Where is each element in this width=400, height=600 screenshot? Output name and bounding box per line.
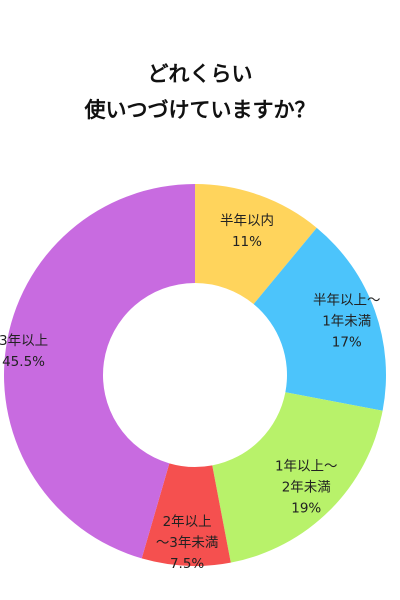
slice-label-1: 半年以内 11%: [220, 213, 274, 250]
chart-title-line-1: どれくらい: [147, 62, 253, 86]
chart-title-line-2: 使いつづけていますか？: [84, 98, 316, 122]
slice-label-3: 1年以上～ 2年未満 19%: [275, 458, 338, 516]
slice-value-label: 45.5%: [2, 354, 45, 370]
slice-label-4: 2年以上 ～3年未満 7.5%: [156, 514, 219, 572]
slice-value-label: 19%: [291, 500, 321, 516]
slice-category-label: 2年以上: [163, 514, 212, 530]
slice-category-label: 1年未満: [322, 313, 371, 329]
slice-value-label: 17%: [332, 334, 362, 350]
donut-slice-1: [195, 184, 317, 305]
slice-label-5: 3年以上 45.5%: [0, 333, 48, 370]
chart-title: どれくらい 使いつづけていますか？: [0, 56, 400, 128]
slice-labels: 半年以内 11% 半年以上～ 1年未満 17% 1年以上～ 2年未満 19% 2年以上 ～3年未満…: [0, 213, 381, 572]
slice-category-label: 半年以上～: [313, 292, 381, 308]
slice-category-label: 1年以上～: [275, 458, 338, 474]
slice-category-label: 2年未満: [282, 479, 331, 495]
slice-category-label: 3年以上: [0, 333, 48, 349]
donut-slice-2: [253, 227, 386, 411]
donut-slices: [4, 184, 386, 567]
donut-slice-3: [212, 392, 383, 563]
slice-category-label: ～3年未満: [156, 535, 219, 551]
slice-value-label: 11%: [232, 234, 262, 250]
donut-slice-4: [141, 463, 231, 567]
slice-category-label: 半年以内: [220, 213, 274, 229]
slice-value-label: 7.5%: [170, 556, 204, 572]
donut-slice-5: [4, 184, 195, 559]
slice-label-2: 半年以上～ 1年未満 17%: [313, 292, 381, 350]
